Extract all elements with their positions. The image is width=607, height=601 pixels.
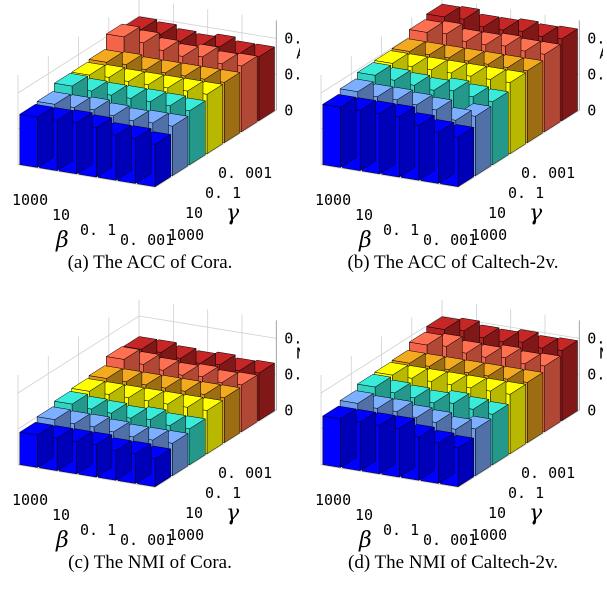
z-tick-label-0: 0: [284, 401, 293, 419]
caption-b: (b) The ACC of Caltech-2v.: [347, 252, 559, 273]
z-tick-label-1: 0. 4: [284, 365, 300, 383]
bars: [19, 336, 276, 488]
y-tick-label-1: 0. 1: [508, 184, 544, 202]
x-tick-label-2: 0. 1: [80, 221, 116, 239]
y-tick-label-3: 1000: [471, 226, 507, 244]
z-tick-label-2: 0. 8: [587, 29, 603, 47]
x-axis-label: β: [55, 528, 69, 552]
x-tick-label-3: 0. 001: [423, 231, 477, 249]
x-axis-label: β: [358, 528, 372, 552]
x-tick-label-2: 0. 1: [383, 521, 419, 539]
x-axis-label: β: [358, 228, 372, 252]
y-axis-label: γ: [529, 201, 543, 226]
z-tick-label-0: 0: [587, 101, 596, 119]
x-tick-label-0: 1000: [315, 491, 351, 509]
y-tick-label-3: 1000: [168, 226, 204, 244]
caption-a: (a) The ACC of Cora.: [67, 252, 233, 273]
z-tick-label-2: 0. 8: [284, 29, 300, 47]
y-tick-label-2: 10: [488, 204, 506, 222]
x-tick-label-0: 1000: [12, 191, 48, 209]
x-tick-label-1: 10: [52, 206, 70, 224]
y-tick-label-0: 0. 001: [218, 464, 272, 482]
x-tick-label-0: 1000: [315, 191, 351, 209]
y-tick-label-2: 10: [185, 504, 203, 522]
bar-r6-c0: [19, 104, 54, 168]
x-tick-label-3: 0. 001: [423, 531, 477, 549]
x-tick-label-3: 0. 001: [120, 531, 174, 549]
x-tick-label-1: 10: [355, 206, 373, 224]
x-tick-label-1: 10: [355, 506, 373, 524]
y-axis-label: γ: [529, 501, 543, 526]
z-tick-label-1: 0. 4: [284, 65, 300, 83]
x-tick-label-2: 0. 1: [80, 521, 116, 539]
y-axis-label: γ: [226, 501, 240, 526]
z-tick-label-1: 0. 4: [587, 65, 603, 83]
y-tick-label-1: 0. 1: [205, 184, 241, 202]
caption-d: (d) The NMI of Caltech-2v.: [348, 552, 558, 573]
y-tick-label-0: 0. 001: [521, 164, 575, 182]
x-tick-label-3: 0. 001: [120, 231, 174, 249]
bar-r6-c0: [322, 405, 357, 468]
bars: [19, 16, 276, 188]
x-axis-label: β: [55, 228, 69, 252]
caption-c: (c) The NMI of Cora.: [68, 552, 232, 573]
bars: [322, 316, 579, 488]
z-axis-label: ACC: [296, 45, 300, 63]
z-tick-label-0: 0: [587, 401, 596, 419]
y-tick-label-2: 10: [185, 204, 203, 222]
z-axis-label: NMI: [599, 345, 603, 363]
z-tick-label-2: 0. 8: [587, 329, 603, 347]
y-tick-label-1: 0. 1: [205, 484, 241, 502]
y-tick-label-0: 0. 001: [218, 164, 272, 182]
z-tick-label-0: 0: [284, 101, 293, 119]
x-tick-label-0: 1000: [12, 491, 48, 509]
x-tick-label-2: 0. 1: [383, 221, 419, 239]
y-axis-label: γ: [226, 201, 240, 226]
y-tick-label-1: 0. 1: [508, 484, 544, 502]
bar-r6-c0: [322, 94, 357, 168]
x-tick-label-1: 10: [52, 506, 70, 524]
y-tick-label-3: 1000: [471, 526, 507, 544]
bars: [322, 3, 579, 188]
z-axis-label: NMI: [296, 345, 300, 363]
z-tick-label-2: 0. 8: [284, 329, 300, 347]
y-tick-label-3: 1000: [168, 526, 204, 544]
z-axis-label: ACC: [599, 45, 603, 63]
bar-r6-c0: [19, 422, 54, 468]
y-tick-label-2: 10: [488, 504, 506, 522]
z-tick-label-1: 0. 4: [587, 365, 603, 383]
y-tick-label-0: 0. 001: [521, 464, 575, 482]
